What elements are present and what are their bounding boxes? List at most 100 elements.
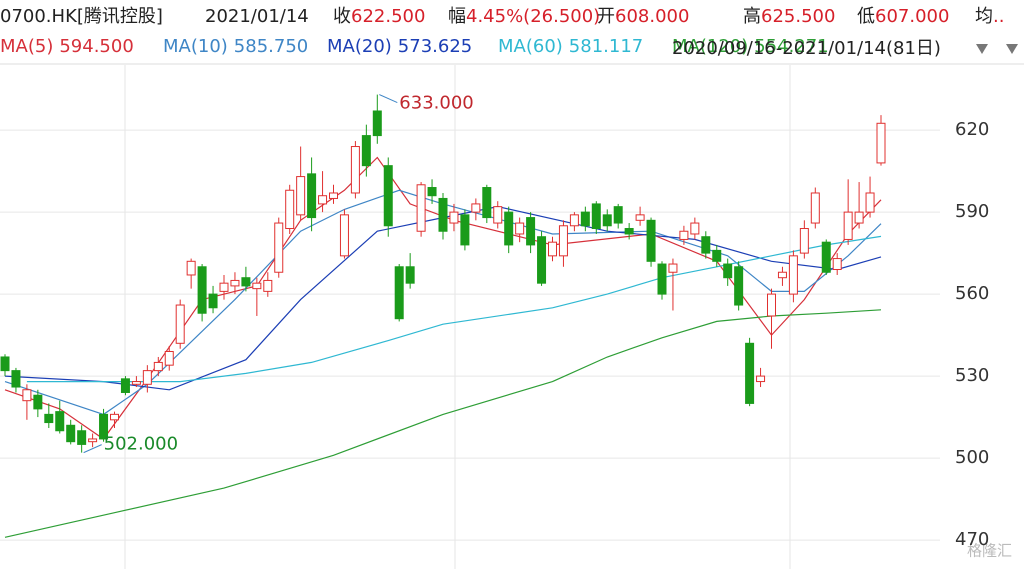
dropdown-icon[interactable] [976,44,988,54]
header-label: 0700.HK[腾讯控股] [0,6,163,27]
candle-body [602,214,612,227]
candle-body [690,222,700,235]
header-value: 4.45%(26.500) [466,6,600,27]
candle-body [504,211,514,246]
header-label: 开 [597,6,615,27]
candle-body [471,203,481,213]
header-item: 收622.500 [333,6,425,27]
candle-body [99,413,109,440]
candle-body [252,282,262,290]
candle-body [493,206,503,224]
candle-body [142,370,152,385]
y-tick-label: 500 [955,447,989,468]
legend-name: MA(20) [327,36,392,57]
candle-body [350,146,360,194]
legend-name: MA(60) [498,36,563,57]
header-item: 低607.000 [857,6,949,27]
candle-body [767,293,776,317]
candle-body [679,230,689,240]
candle-body [427,187,437,197]
candle-body [569,214,579,227]
legend-name: MA(10) [163,36,228,57]
header-item: 0700.HK[腾讯控股] [0,6,163,27]
range-label: 2020/09/16-2021/01/14(81日) [672,38,941,59]
candle-body [613,206,623,224]
candle-body [591,203,601,230]
header-item: 2021/01/14 [205,6,309,27]
candle-body [77,430,87,445]
candle-body [230,279,240,287]
candle-body [482,187,492,219]
y-tick-label: 620 [955,119,989,140]
candle-body [449,211,459,224]
legend-name: MA(5) [0,36,53,57]
candle-body [810,192,820,224]
candle-body [394,266,404,320]
candle-body [821,241,831,273]
header-value: 625.500 [761,6,835,27]
annotation-arrow [379,94,398,104]
candle-body [668,263,678,273]
legend-item: MA(5) 594.500 [0,36,134,57]
annotation-arrow [83,444,102,454]
legend-value: 585.750 [234,36,308,57]
candle-body [241,277,251,287]
candle-body [383,165,393,227]
candle-body [537,236,547,284]
candle-body [843,211,853,240]
candle-body [88,438,98,443]
candle-body [635,214,645,221]
watermark: 格隆汇 [967,542,1012,560]
candle-body [307,173,317,219]
candle-body [438,197,448,232]
candle-body [219,282,229,292]
legend-value: 554.271 [754,36,828,57]
candle-body [66,424,76,443]
candle-body [131,381,141,385]
candle-body [624,228,634,235]
candle-body [44,413,54,424]
candle-body [460,214,470,246]
candle-body [745,342,755,404]
candle-body [526,217,536,246]
candle-body [756,375,766,383]
candle-body [208,293,218,309]
candle-body [339,214,349,257]
candle-body [876,122,886,164]
candle-body [296,176,306,216]
header-label: 收 [333,6,351,27]
header-label: 低 [857,6,875,27]
header-label: 均 [975,6,993,27]
header-item: 幅4.45%(26.500) [448,6,600,27]
candle-body [11,370,21,388]
dropdown-icon[interactable] [1006,44,1018,54]
candle-body [33,394,43,410]
candle-body [646,219,656,262]
ma-line [26,235,882,383]
candle-body [854,211,864,224]
candle-body [799,228,809,254]
candle-body [788,255,798,295]
header-value: .. [993,6,1004,27]
legend-value: 573.625 [398,36,472,57]
candle-body [361,135,371,167]
candle-body [372,110,382,137]
candle-body [175,304,185,344]
header-label: 2021/01/14 [205,6,309,27]
candle-body [548,241,557,257]
legend-name: MA(120) [672,36,748,57]
legend-value: 581.117 [569,36,643,57]
candle-body [515,222,525,235]
candle-body [558,225,568,257]
header-label: 幅 [448,6,466,27]
candle-body [832,258,842,271]
candle-body [153,361,163,372]
candle-body [274,222,284,273]
candle-body [0,356,10,372]
candle-body [580,211,590,227]
header-item: 高625.500 [743,6,835,27]
max-label: 633.000 [399,93,473,114]
candle-body [723,263,733,279]
